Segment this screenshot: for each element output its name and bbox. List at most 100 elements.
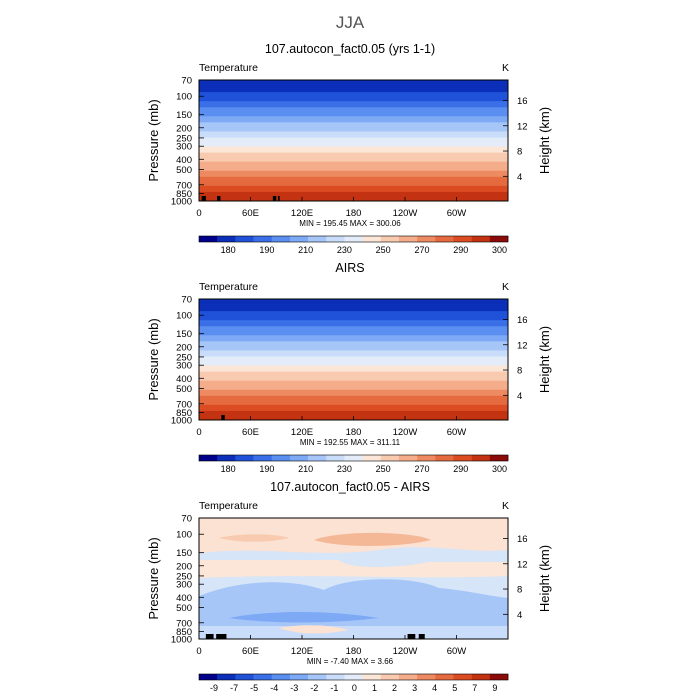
- contour-band: [314, 532, 431, 546]
- contour-band: [199, 323, 508, 327]
- surface-block: [205, 634, 214, 639]
- colorbar-label: 180: [221, 464, 236, 474]
- colorbar-swatch: [380, 455, 400, 461]
- units-label: K: [502, 500, 509, 512]
- contour-band: [199, 395, 508, 400]
- x-tick-label: 180: [346, 427, 362, 438]
- x-tick-label: 0: [196, 646, 201, 657]
- x-tick-label: 60E: [242, 208, 259, 219]
- contour-band: [199, 371, 508, 376]
- x-tick-label: 60E: [242, 646, 259, 657]
- contour-band: [199, 164, 508, 169]
- colorbar-frame: [198, 235, 509, 243]
- y-tick-label: 200: [176, 123, 192, 134]
- colorbar-swatch: [199, 236, 218, 242]
- height-tick-label: 12: [517, 340, 528, 351]
- colorbar-swatch: [344, 236, 363, 242]
- colorbar-swatch: [471, 674, 491, 680]
- panels: 107.autocon_fact0.05 (yrs 1-1) Temperatur…: [146, 42, 552, 693]
- colorbar-label: 210: [298, 464, 313, 474]
- colorbar-label: 300: [492, 245, 507, 255]
- colorbar-label: 210: [298, 245, 313, 255]
- colorbar-label: 1: [372, 683, 377, 693]
- variable-label: Temperature: [199, 500, 258, 512]
- height-tick-label: 8: [517, 366, 522, 377]
- contour-band: [199, 356, 508, 361]
- colorbar-label: -2: [310, 683, 318, 693]
- contour-band: [199, 92, 508, 96]
- contour-band: [199, 359, 508, 364]
- contour-band: [199, 137, 508, 142]
- contour-band: [199, 344, 508, 348]
- colorbar-label: -4: [270, 683, 278, 693]
- colorbar-swatch: [380, 236, 400, 242]
- surface-block: [407, 634, 416, 639]
- contour-band: [199, 86, 508, 90]
- contour-band: [199, 377, 508, 382]
- colorbar-label: 2: [392, 683, 397, 693]
- contour-band: [199, 314, 508, 318]
- contour-band: [199, 380, 508, 385]
- y-tick-label: 1000: [171, 635, 192, 646]
- colorbar-swatch: [489, 674, 509, 680]
- colorbar-swatch: [271, 236, 291, 242]
- colorbar-swatch: [417, 455, 436, 461]
- contour-band: [199, 353, 508, 358]
- y-axis-label: Pressure (mb): [146, 99, 161, 181]
- colorbar-swatch: [217, 674, 236, 680]
- colorbar-swatch: [271, 455, 291, 461]
- contour-band: [199, 320, 508, 324]
- colorbar-swatch: [435, 236, 454, 242]
- contour-band: [199, 191, 508, 196]
- contour-band: [199, 95, 508, 99]
- contour-band: [199, 161, 508, 166]
- contour-band: [199, 140, 508, 145]
- colorbar-swatch: [253, 674, 273, 680]
- colorbar-label: 230: [337, 245, 352, 255]
- surface-block: [272, 196, 277, 201]
- surface-block: [216, 634, 227, 639]
- colorbar-swatch: [235, 236, 254, 242]
- y-tick-label: 850: [176, 189, 192, 200]
- height-tick-label: 16: [517, 534, 528, 545]
- colorbar-frame: [198, 673, 509, 681]
- contour-band: [199, 332, 508, 336]
- x-tick-label: 180: [346, 646, 362, 657]
- contour-band: [199, 155, 508, 160]
- y-tick-label: 70: [181, 295, 192, 306]
- colorbar-swatch: [398, 455, 418, 461]
- contour-band: [199, 302, 508, 306]
- colorbar-label: 270: [414, 245, 429, 255]
- contour-band: [199, 167, 508, 172]
- x-tick-label: 120W: [393, 646, 418, 657]
- colorbar-label: 5: [452, 683, 457, 693]
- colorbar-swatch: [435, 455, 454, 461]
- contour-band: [199, 365, 508, 370]
- contour-band: [199, 128, 508, 133]
- contour-band: [199, 350, 508, 355]
- y-tick-label: 300: [176, 142, 192, 153]
- colorbar-swatch: [489, 455, 509, 461]
- contour-band: [199, 98, 508, 102]
- colorbar-swatch: [289, 236, 309, 242]
- panel-title: 107.autocon_fact0.05 (yrs 1-1): [265, 42, 435, 56]
- contour-band: [199, 188, 508, 193]
- contour-band: [199, 404, 508, 409]
- stats-label: MIN = 195.45 MAX = 300.06: [299, 219, 401, 228]
- colorbar-label: 190: [259, 464, 274, 474]
- contour-band: [199, 194, 508, 199]
- colorbar-swatch: [344, 455, 363, 461]
- colorbar-swatch: [308, 455, 327, 461]
- contour-band: [199, 149, 508, 154]
- contour-band: [199, 311, 508, 315]
- units-label: K: [502, 281, 509, 293]
- y-tick-label: 400: [176, 155, 192, 166]
- contour-band: [199, 305, 508, 309]
- colorbar-label: 190: [259, 245, 274, 255]
- colorbar-swatch: [308, 674, 327, 680]
- y-axis-label: Pressure (mb): [146, 537, 161, 619]
- y-tick-label: 200: [176, 342, 192, 353]
- contour-band: [199, 125, 508, 129]
- contour-field: [199, 80, 508, 201]
- colorbar-label: -7: [230, 683, 238, 693]
